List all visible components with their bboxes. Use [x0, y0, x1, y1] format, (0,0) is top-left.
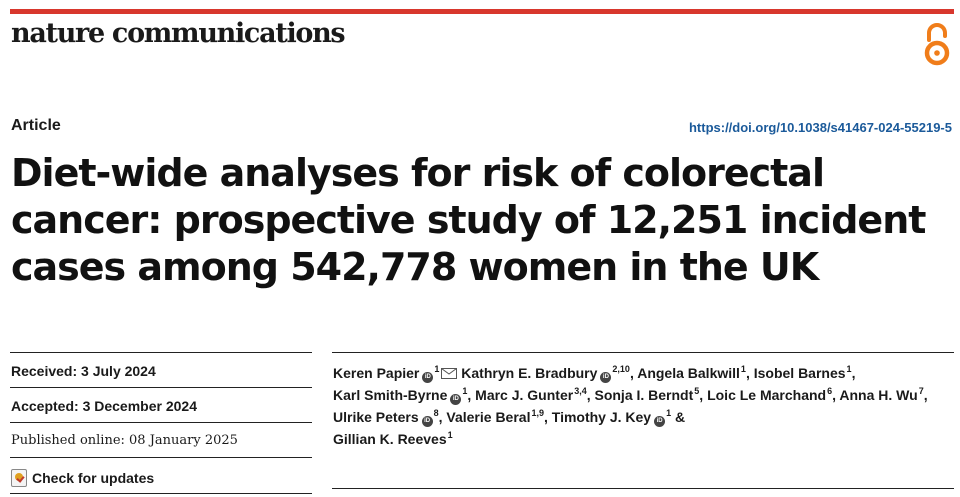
published-row: Published online: 08 January 2025 — [10, 422, 312, 457]
publication-dates: Received: 3 July 2024 Accepted: 3 Decemb… — [10, 352, 312, 494]
author-separator: , — [699, 387, 708, 403]
author[interactable]: Valerie Beral1,9 — [446, 409, 544, 425]
author-name: Keren Papier — [333, 365, 420, 381]
author[interactable]: Keren Papier iD1 — [333, 364, 458, 383]
author-separator: , — [438, 409, 447, 425]
author-name: Sonja I. Berndt — [594, 387, 694, 403]
author-separator: , — [745, 365, 754, 381]
author-affiliation: 1 — [462, 386, 468, 397]
author-name: Ulrike Peters — [333, 409, 419, 425]
check-updates-label: Check for updates — [32, 470, 155, 486]
author[interactable]: Timothy J. Key iD1 — [551, 408, 672, 427]
author[interactable]: Angela Balkwill1 — [637, 365, 746, 381]
author-separator: , — [851, 365, 856, 381]
accepted-row: Accepted: 3 December 2024 — [10, 387, 312, 422]
orcid-icon[interactable]: iD — [422, 372, 434, 383]
orcid-icon[interactable]: iD — [654, 416, 666, 427]
article-type-label: Article — [11, 117, 61, 134]
author-list: Keren Papier iD1 Kathryn E. Bradbury iD2,1… — [333, 362, 953, 450]
author-name: Valerie Beral — [446, 409, 531, 425]
check-updates-row: Check for updates — [10, 457, 312, 494]
author-affiliation: 1 — [666, 408, 672, 419]
authors-top-divider — [332, 352, 954, 353]
author-affiliation: 1,9 — [531, 408, 544, 419]
authors-bottom-divider — [332, 488, 954, 489]
author[interactable]: Gillian K. Reeves1 — [333, 431, 453, 447]
author-separator: , — [586, 387, 595, 403]
journal-name[interactable]: nature communications — [11, 18, 346, 49]
author-name: Gillian K. Reeves — [333, 431, 447, 447]
author-affiliation: 1 — [434, 364, 440, 375]
author-name: Marc J. Gunter — [475, 387, 574, 403]
author-affiliation: 1 — [846, 364, 852, 375]
article-title: Diet-wide analyses for risk of colorecta… — [11, 151, 926, 289]
author-affiliation: 2,10 — [612, 364, 630, 375]
author-name: Loic Le Marchand — [707, 387, 827, 403]
author-separator: , — [543, 409, 552, 425]
author-name: Karl Smith-Byrne — [333, 387, 448, 403]
author[interactable]: Marc J. Gunter3,4 — [475, 387, 587, 403]
accepted-date: Accepted: 3 December 2024 — [11, 398, 197, 414]
author-separator: , — [832, 387, 840, 403]
author-name: Kathryn E. Bradbury — [461, 365, 598, 381]
email-icon[interactable] — [441, 368, 458, 379]
author-affiliation: 5 — [694, 386, 700, 397]
author-separator: , — [467, 387, 476, 403]
check-for-updates-button[interactable]: Check for updates — [11, 469, 154, 487]
check-updates-icon — [11, 469, 27, 487]
author[interactable]: Isobel Barnes1 — [754, 365, 852, 381]
published-date: Published online: 08 January 2025 — [11, 433, 238, 448]
author-separator: , — [629, 365, 638, 381]
author-name: Timothy J. Key — [551, 409, 652, 425]
received-date: Received: 3 July 2024 — [11, 363, 156, 379]
orcid-icon[interactable]: iD — [450, 394, 462, 405]
author-affiliation: 7 — [918, 386, 924, 397]
author-affiliation: 6 — [827, 386, 833, 397]
author-affiliation: 3,4 — [574, 386, 587, 397]
author-affiliation: 1 — [740, 364, 746, 375]
doi-link[interactable]: https://doi.org/10.1038/s41467-024-55219… — [688, 120, 952, 135]
author[interactable]: Anna H. Wu7 — [839, 387, 923, 403]
orcid-icon[interactable]: iD — [600, 372, 612, 383]
open-access-icon — [924, 23, 950, 66]
author[interactable]: Karl Smith-Byrne iD1 — [333, 386, 468, 405]
author-affiliation: 8 — [433, 408, 439, 419]
author[interactable]: Loic Le Marchand6 — [707, 387, 832, 403]
author[interactable]: Sonja I. Berndt5 — [594, 387, 699, 403]
author[interactable]: Kathryn E. Bradbury iD2,10 — [461, 364, 630, 383]
author-name: Isobel Barnes — [753, 365, 846, 381]
received-row: Received: 3 July 2024 — [10, 352, 312, 387]
author[interactable]: Ulrike Peters iD8 — [333, 408, 439, 427]
author-name: Angela Balkwill — [637, 365, 740, 381]
author-separator: , — [923, 387, 928, 403]
author-affiliation: 1 — [447, 430, 453, 441]
author-separator: & — [671, 409, 686, 425]
journal-top-bar — [10, 9, 954, 14]
orcid-icon[interactable]: iD — [421, 416, 433, 427]
author-name: Anna H. Wu — [839, 387, 918, 403]
